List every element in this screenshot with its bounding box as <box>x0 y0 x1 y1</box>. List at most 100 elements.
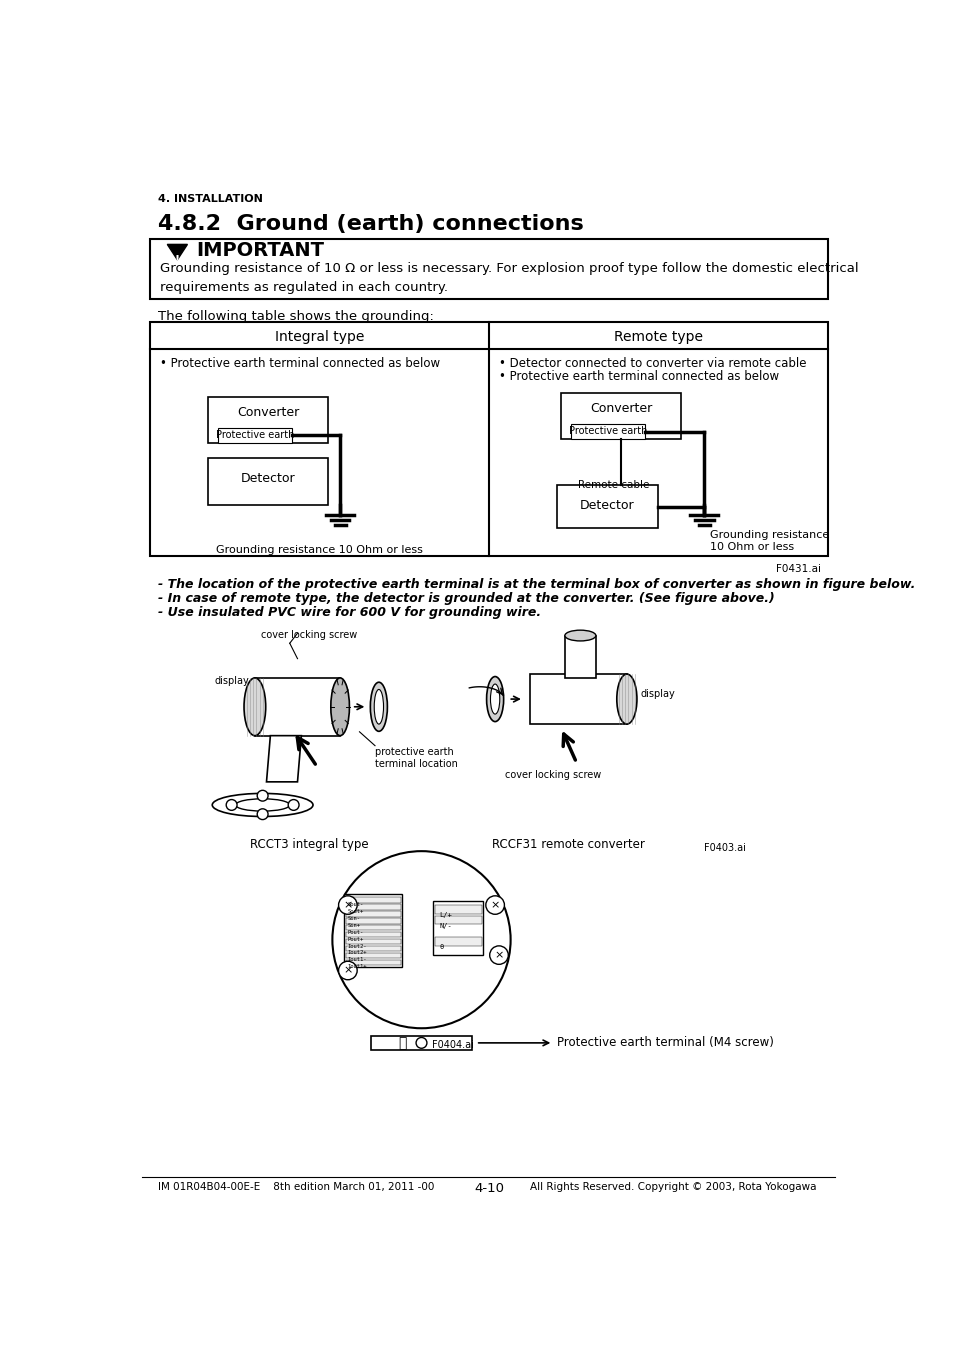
Text: Iout2+: Iout2+ <box>348 950 367 956</box>
Text: Grounding resistance 10 Ohm or less: Grounding resistance 10 Ohm or less <box>216 544 422 555</box>
Text: Integral type: Integral type <box>274 329 364 344</box>
Ellipse shape <box>617 674 637 724</box>
Ellipse shape <box>331 678 349 736</box>
Bar <box>345 898 400 903</box>
Text: Sin-: Sin- <box>348 915 360 921</box>
Text: The following table shows the grounding:: The following table shows the grounding: <box>158 310 434 323</box>
Text: Protective earth: Protective earth <box>215 429 294 440</box>
Bar <box>208 397 328 443</box>
Text: N/-: N/- <box>439 923 452 929</box>
Circle shape <box>338 961 356 980</box>
Text: cover locking screw: cover locking screw <box>261 630 356 640</box>
Bar <box>345 946 400 952</box>
Text: Detector: Detector <box>241 472 295 485</box>
Bar <box>435 904 481 914</box>
Text: F0404.ai: F0404.ai <box>431 1040 473 1050</box>
Text: - Use insulated PVC wire for 600 V for grounding wire.: - Use insulated PVC wire for 600 V for g… <box>158 606 540 618</box>
Bar <box>530 674 626 724</box>
Text: Pout+: Pout+ <box>348 937 364 941</box>
Text: θ: θ <box>439 944 443 950</box>
Text: Sout+: Sout+ <box>348 909 364 914</box>
Text: - The location of the protective earth terminal is at the terminal box of conver: - The location of the protective earth t… <box>158 578 915 591</box>
Text: Remote type: Remote type <box>613 329 702 344</box>
Text: Converter: Converter <box>237 406 299 418</box>
Text: • Protective earth terminal connected as below: • Protective earth terminal connected as… <box>159 356 439 370</box>
Text: Iout1+: Iout1+ <box>348 964 367 969</box>
Text: Protective earth terminal (M4 screw): Protective earth terminal (M4 screw) <box>557 1037 773 1049</box>
Bar <box>345 911 400 917</box>
Circle shape <box>226 799 236 810</box>
Text: - In case of remote type, the detector is grounded at the converter. (See figure: - In case of remote type, the detector i… <box>158 591 774 605</box>
Ellipse shape <box>370 682 387 732</box>
Bar <box>571 424 644 439</box>
Text: All Rights Reserved. Copyright © 2003, Rota Yokogawa: All Rights Reserved. Copyright © 2003, R… <box>530 1183 816 1192</box>
Text: Grounding resistance of 10 Ω or less is necessary. For explosion proof type foll: Grounding resistance of 10 Ω or less is … <box>159 262 858 294</box>
Text: !: ! <box>174 255 180 265</box>
Circle shape <box>257 790 268 801</box>
Text: display: display <box>214 675 249 686</box>
Circle shape <box>489 946 508 964</box>
Bar <box>345 940 400 944</box>
Text: Pout-: Pout- <box>348 930 364 934</box>
Polygon shape <box>266 736 301 782</box>
Bar <box>557 486 658 528</box>
Text: RCCT3 integral type: RCCT3 integral type <box>250 838 368 850</box>
Bar <box>344 894 402 967</box>
Bar <box>345 904 400 910</box>
Text: Sout-: Sout- <box>348 902 364 907</box>
Text: Grounding resistance
10 Ohm or less: Grounding resistance 10 Ohm or less <box>709 531 828 552</box>
Text: 4. INSTALLATION: 4. INSTALLATION <box>158 194 263 204</box>
Text: • Protective earth terminal connected as below: • Protective earth terminal connected as… <box>498 370 779 383</box>
Text: Remote cable: Remote cable <box>578 481 649 490</box>
Text: 4-10: 4-10 <box>474 1183 503 1195</box>
Bar <box>345 953 400 958</box>
Text: display: display <box>640 690 675 699</box>
Bar <box>208 459 328 505</box>
Text: ×: × <box>343 965 353 976</box>
Text: L/+: L/+ <box>439 913 452 918</box>
Ellipse shape <box>235 799 290 811</box>
Circle shape <box>257 809 268 819</box>
Circle shape <box>338 896 356 914</box>
Bar <box>345 918 400 923</box>
Text: IMPORTANT: IMPORTANT <box>196 240 324 259</box>
Text: Iout2-: Iout2- <box>348 944 367 949</box>
Text: Detector: Detector <box>579 500 634 512</box>
Text: 4.8.2  Ground (earth) connections: 4.8.2 Ground (earth) connections <box>158 215 583 235</box>
Circle shape <box>288 799 298 810</box>
Ellipse shape <box>486 676 503 722</box>
Bar <box>345 931 400 937</box>
Bar <box>345 960 400 965</box>
Ellipse shape <box>374 690 383 724</box>
Text: ×: × <box>343 900 353 910</box>
Text: Converter: Converter <box>589 402 652 416</box>
Bar <box>150 239 827 300</box>
Text: ×: × <box>490 900 499 910</box>
Text: Iout1-: Iout1- <box>348 957 367 963</box>
Bar <box>371 1035 472 1050</box>
Text: • Detector connected to converter via remote cable: • Detector connected to converter via re… <box>498 356 805 370</box>
Polygon shape <box>167 244 187 259</box>
Ellipse shape <box>564 630 596 641</box>
Bar <box>560 393 680 439</box>
Bar <box>564 636 596 678</box>
Text: F0431.ai: F0431.ai <box>775 564 820 574</box>
Bar <box>433 902 483 954</box>
Circle shape <box>485 896 504 914</box>
Text: ⏚: ⏚ <box>397 1035 406 1050</box>
Bar <box>345 925 400 930</box>
Ellipse shape <box>490 684 499 714</box>
Bar <box>150 323 827 556</box>
Text: cover locking screw: cover locking screw <box>504 771 600 780</box>
Ellipse shape <box>212 794 313 817</box>
Bar <box>218 428 292 443</box>
Text: Sin+: Sin+ <box>348 923 360 927</box>
Text: Protective earth: Protective earth <box>568 427 646 436</box>
Text: RCCF31 remote converter: RCCF31 remote converter <box>492 838 644 850</box>
Circle shape <box>332 850 510 1029</box>
Text: IM 01R04B04-00E-E    8th edition March 01, 2011 -00: IM 01R04B04-00E-E 8th edition March 01, … <box>158 1183 434 1192</box>
Text: F0403.ai: F0403.ai <box>703 844 745 853</box>
Ellipse shape <box>244 678 266 736</box>
Text: protective earth
terminal location: protective earth terminal location <box>375 747 457 768</box>
Circle shape <box>416 1038 427 1048</box>
